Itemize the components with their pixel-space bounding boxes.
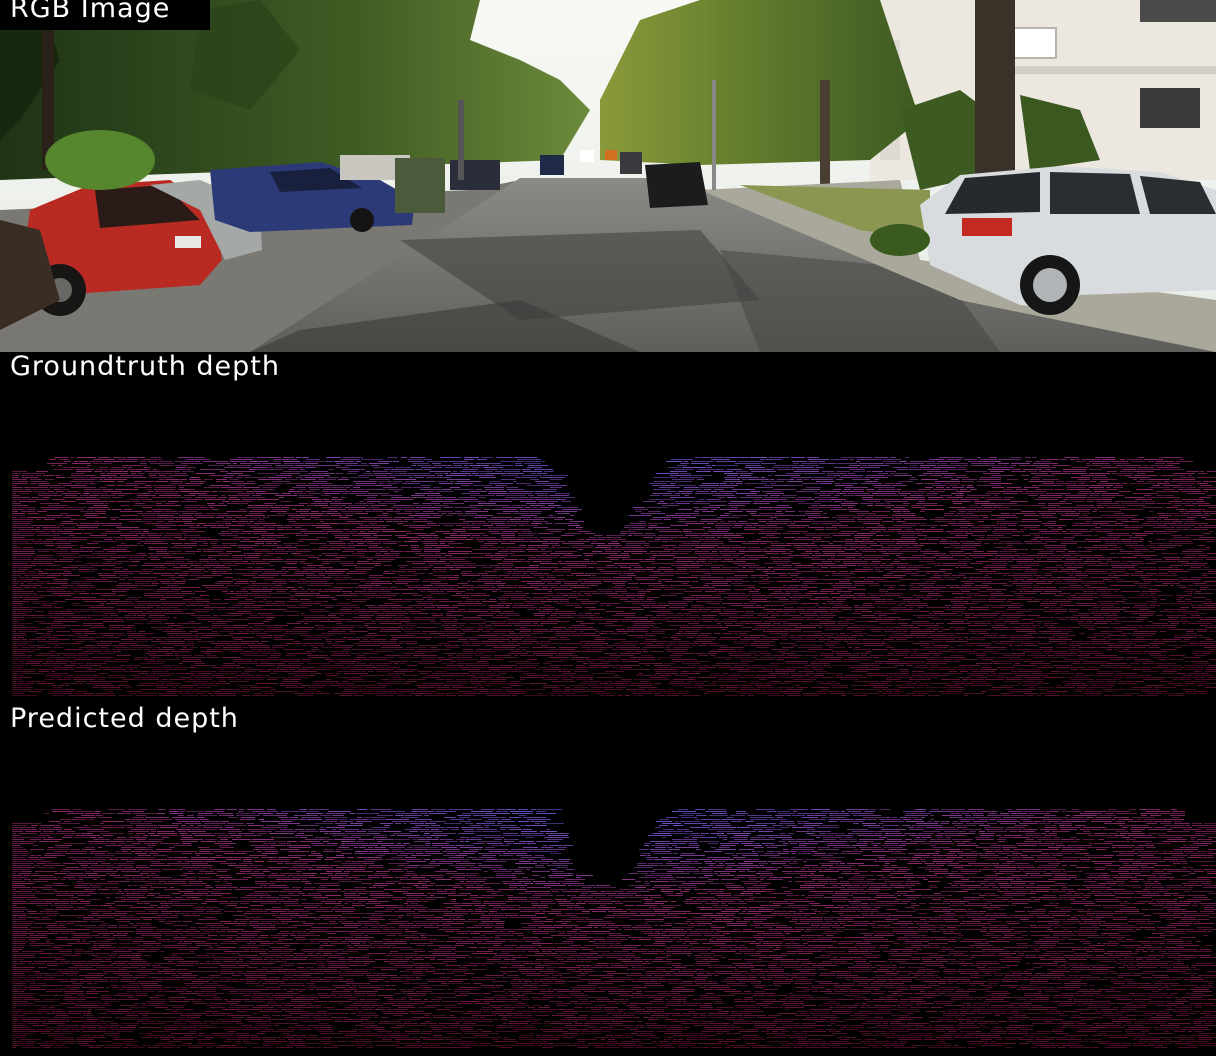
dark-car-center — [645, 162, 708, 208]
panel-label-rgb: RGB Image — [10, 0, 171, 24]
predicted-depth-map — [12, 809, 1216, 1048]
groundtruth-depth-panel: Groundtruth depth — [0, 352, 1216, 704]
panel-label-groundtruth: Groundtruth depth — [10, 352, 280, 382]
dark-car-left — [0, 220, 60, 330]
left-tree-canopy — [0, 0, 590, 180]
tree-trunk — [975, 0, 1015, 175]
right-tree-canopy — [600, 0, 920, 165]
rgb-image-panel: RGB Image — [0, 0, 1216, 352]
groundtruth-depth-map — [12, 457, 1216, 696]
rgb-street-scene — [0, 0, 1216, 352]
predicted-depth-panel: Predicted depth — [0, 704, 1216, 1056]
container — [395, 158, 445, 213]
panel-label-predicted: Predicted depth — [10, 704, 239, 734]
label-background — [0, 0, 210, 30]
